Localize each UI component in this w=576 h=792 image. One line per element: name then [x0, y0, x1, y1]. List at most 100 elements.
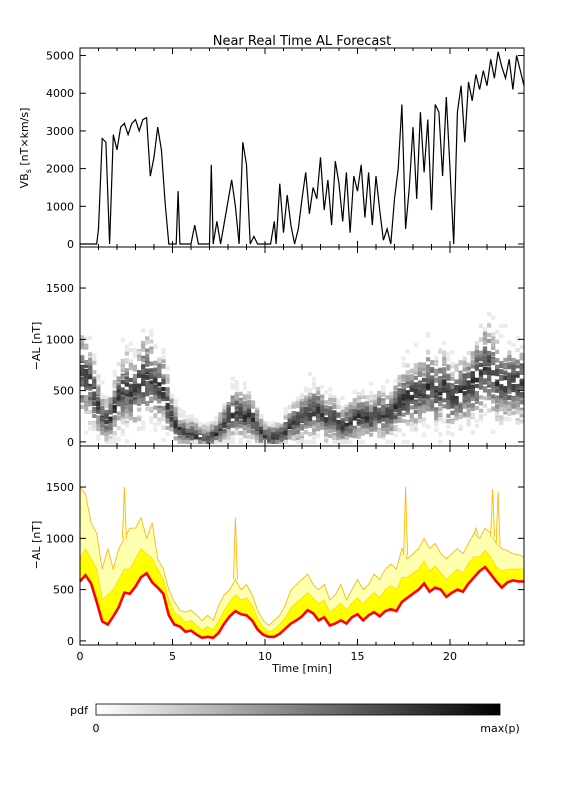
pdf-cell — [312, 385, 317, 390]
pdf-cell — [124, 351, 129, 356]
pdf-cell — [450, 399, 455, 404]
pdf-cell — [141, 374, 146, 379]
pdf-cell — [442, 356, 447, 362]
pdf-cell — [303, 397, 309, 402]
ylabel-unit: [nT×km/s] — [18, 108, 31, 170]
pdf-cell — [434, 362, 439, 367]
panel-al-forecast: 0 500 1000 1500 0 5 10 15 20 −AL [nT] Time [min… — [30, 445, 525, 675]
pdf-cell — [405, 439, 410, 444]
pdf-cell — [336, 401, 341, 406]
pdf-cell — [430, 368, 435, 373]
pdf-cell — [360, 391, 365, 396]
pdf-cell — [478, 337, 484, 342]
pdf-cell — [145, 357, 150, 362]
pdf-cell — [173, 398, 178, 403]
pdf-cell — [340, 409, 345, 414]
pdf-cell — [389, 426, 394, 431]
pdf-cell — [189, 420, 195, 425]
pdf-cell — [128, 395, 133, 400]
pdf-cell — [421, 362, 427, 367]
pdf-cell — [242, 434, 247, 439]
pdf-cell — [275, 422, 280, 427]
pdf-cell — [356, 414, 361, 419]
pdf-cell — [307, 439, 313, 444]
pdf-cell — [515, 348, 520, 353]
pdf-cell — [80, 355, 85, 361]
pdf-cell — [332, 395, 337, 400]
pdf-cell — [312, 377, 317, 382]
pdf-cell — [137, 398, 142, 403]
pdf-cell — [112, 439, 117, 444]
pdf-cell — [145, 362, 150, 367]
pdf-cell — [495, 398, 500, 403]
pdf-cell — [161, 374, 166, 379]
pdf-cell — [141, 358, 146, 363]
pdf-cell — [454, 416, 459, 421]
pdf-cell — [157, 393, 162, 398]
pdf-cell — [202, 429, 207, 434]
pdf-cell — [88, 362, 93, 368]
pdf-cell — [324, 418, 329, 423]
pdf-cell — [238, 402, 243, 408]
pdf-cell — [397, 411, 402, 416]
pdf-cell — [230, 413, 235, 418]
pdf-cell — [287, 419, 292, 424]
pdf-cell — [307, 395, 313, 400]
pdf-cell — [369, 419, 374, 424]
pdf-cell — [96, 377, 101, 382]
pdf-cell — [503, 395, 508, 400]
pdf-cell — [511, 404, 516, 409]
pdf-cell — [332, 428, 337, 433]
pdf-cell — [507, 411, 512, 416]
pdf-cell — [482, 412, 488, 417]
pdf-cell — [299, 393, 304, 398]
pdf-cell — [291, 435, 296, 440]
pdf-cell — [234, 405, 239, 410]
pdf-cell — [84, 385, 89, 391]
y-tick-label: 500 — [53, 584, 74, 597]
pdf-cell — [210, 434, 215, 439]
pdf-cell — [442, 419, 447, 424]
pdf-cell — [499, 384, 504, 389]
pdf-cell — [324, 431, 329, 436]
pdf-cell — [238, 405, 243, 410]
pdf-cell — [434, 378, 439, 383]
pdf-cell — [242, 406, 247, 411]
pdf-cell — [230, 439, 235, 444]
pdf-cell — [312, 431, 317, 436]
pdf-cell — [320, 403, 325, 408]
pdf-cell — [92, 353, 97, 358]
pdf-cell — [283, 426, 288, 432]
pdf-cell — [80, 342, 85, 347]
pdf-cell — [100, 395, 105, 400]
pdf-cell — [458, 360, 463, 365]
pdf-cell — [238, 391, 243, 396]
pdf-cell — [348, 409, 353, 414]
pdf-cell — [295, 439, 300, 444]
pdf-cell — [279, 424, 284, 429]
chart-title: Near Real Time AL Forecast — [213, 34, 392, 49]
pdf-cell — [478, 414, 484, 419]
pdf-cell — [287, 425, 292, 430]
pdf-cell — [409, 422, 414, 427]
pdf-cell — [426, 370, 431, 375]
pdf-cell — [409, 382, 414, 388]
pdf-cell — [246, 391, 252, 396]
pdf-cell — [222, 418, 227, 423]
pdf-cell — [389, 391, 394, 396]
pdf-cell — [291, 420, 296, 425]
pdf-cell — [307, 392, 313, 397]
pdf-cell — [466, 393, 471, 398]
pdf-cell — [478, 371, 484, 376]
pdf-cell — [84, 374, 89, 379]
pdf-cell — [80, 339, 85, 344]
pdf-cell — [389, 395, 394, 400]
pdf-cell — [491, 345, 496, 350]
pdf-cell — [250, 433, 256, 438]
pdf-cell — [466, 418, 471, 423]
pdf-cell — [124, 392, 129, 397]
pdf-cell — [120, 398, 125, 403]
pdf-cell — [149, 329, 154, 334]
pdf-cell — [132, 392, 138, 397]
pdf-cell — [100, 409, 105, 414]
